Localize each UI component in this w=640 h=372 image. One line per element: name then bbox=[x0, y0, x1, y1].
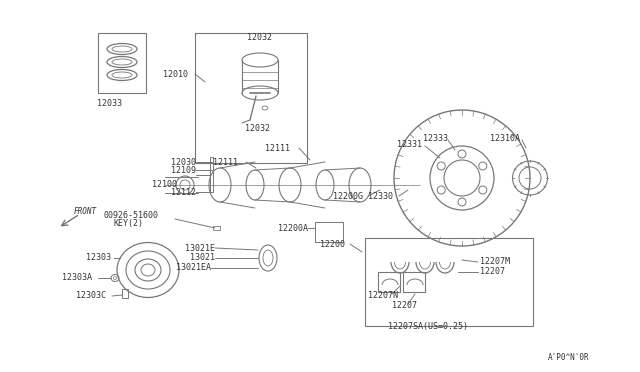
Text: 12207: 12207 bbox=[392, 301, 417, 311]
Bar bbox=[122, 289, 128, 298]
Text: 13021EA: 13021EA bbox=[176, 263, 211, 273]
Bar bbox=[403, 272, 425, 292]
Text: 13021E: 13021E bbox=[185, 244, 215, 253]
Bar bbox=[213, 226, 220, 230]
Bar bbox=[365, 238, 533, 326]
Bar bbox=[315, 222, 343, 242]
Circle shape bbox=[479, 162, 487, 170]
Text: FRONT: FRONT bbox=[74, 206, 97, 215]
Text: 12303A: 12303A bbox=[62, 273, 92, 282]
Text: 00926-51600: 00926-51600 bbox=[104, 211, 159, 219]
Circle shape bbox=[479, 186, 487, 194]
Text: 12207SA(US=0.25): 12207SA(US=0.25) bbox=[388, 321, 468, 330]
Text: 12030: 12030 bbox=[171, 157, 196, 167]
Bar bbox=[98, 33, 146, 93]
Text: 12032: 12032 bbox=[247, 32, 272, 42]
Bar bbox=[210, 157, 213, 192]
Text: 12109: 12109 bbox=[171, 166, 196, 174]
Text: 12330: 12330 bbox=[368, 192, 393, 201]
Text: 12200A: 12200A bbox=[278, 224, 308, 232]
Circle shape bbox=[458, 150, 466, 158]
Text: 12111: 12111 bbox=[265, 144, 290, 153]
Bar bbox=[195, 33, 307, 163]
Text: 12112: 12112 bbox=[171, 187, 196, 196]
Text: 12310A: 12310A bbox=[490, 134, 520, 142]
Circle shape bbox=[458, 198, 466, 206]
Text: 12100: 12100 bbox=[152, 180, 177, 189]
Text: 13021: 13021 bbox=[190, 253, 215, 263]
Text: KEY(2): KEY(2) bbox=[113, 218, 143, 228]
Text: A'P0^N'0R: A'P0^N'0R bbox=[548, 353, 589, 362]
Text: 12207M: 12207M bbox=[480, 257, 510, 266]
Text: 12033: 12033 bbox=[97, 99, 122, 108]
Text: 12207: 12207 bbox=[480, 267, 505, 276]
Text: 12111: 12111 bbox=[213, 157, 238, 167]
Text: 12200G: 12200G bbox=[333, 192, 363, 201]
Text: 12010: 12010 bbox=[163, 70, 188, 78]
Text: 12032: 12032 bbox=[245, 124, 270, 132]
Text: 12333: 12333 bbox=[423, 134, 448, 142]
Text: 12303C: 12303C bbox=[76, 292, 106, 301]
Bar bbox=[378, 272, 400, 292]
Text: 12207N: 12207N bbox=[368, 292, 398, 301]
Circle shape bbox=[437, 162, 445, 170]
Circle shape bbox=[437, 186, 445, 194]
Text: 12303: 12303 bbox=[86, 253, 111, 263]
Text: 12200: 12200 bbox=[320, 240, 345, 248]
Text: 12331: 12331 bbox=[397, 140, 422, 148]
